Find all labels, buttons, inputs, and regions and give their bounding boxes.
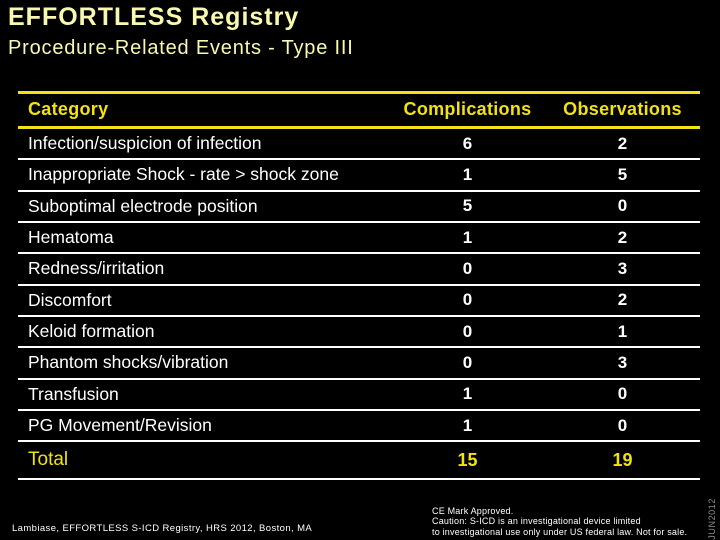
table-row: Infection/suspicion of infection 6 2 — [18, 128, 700, 160]
document-code: CRM-88604-AA JUN2012 — [707, 498, 717, 540]
category-cell: Discomfort — [28, 289, 112, 310]
events-table: Category Complications Observations Infe… — [18, 91, 700, 480]
slide-title: EFFORTLESS Registry — [8, 3, 300, 31]
category-cell: Phantom shocks/vibration — [28, 352, 229, 373]
complications-cell: 1 — [462, 415, 473, 435]
observations-cell: 3 — [617, 353, 628, 373]
category-cell: Keloid formation — [28, 321, 155, 342]
complications-cell: 0 — [462, 353, 473, 373]
events-table-body: Infection/suspicion of infection 6 2 Inappr… — [18, 128, 700, 479]
category-cell: Suboptimal electrode position — [28, 195, 258, 216]
table-row: Transfusion 1 0 — [18, 379, 700, 411]
complications-cell: 1 — [462, 384, 473, 404]
column-header-complications: Complications — [403, 99, 532, 119]
category-cell: Transfusion — [28, 383, 119, 404]
column-header-category: Category — [28, 99, 109, 119]
table-row: Discomfort 0 2 — [18, 285, 700, 317]
table-header-row: Category Complications Observations — [18, 92, 700, 128]
observations-cell: 3 — [617, 259, 628, 279]
slide-subtitle: Procedure-Related Events - Type III — [8, 37, 354, 59]
category-cell: Infection/suspicion of infection — [28, 133, 262, 153]
complications-cell: 6 — [462, 133, 473, 153]
observations-cell: 0 — [617, 196, 628, 216]
citation-text: Lambiase, EFFORTLESS S-ICD Registry, HRS… — [12, 523, 313, 534]
table-row: Inappropriate Shock - rate > shock zone 1… — [18, 159, 700, 191]
table-total-row: Total 15 19 — [18, 441, 700, 479]
table-row: Phantom shocks/vibration 0 3 — [18, 347, 700, 379]
table-row: Hematoma 1 2 — [18, 222, 700, 254]
complications-cell: 1 — [462, 165, 473, 185]
column-header-observations: Observations — [563, 99, 682, 119]
category-cell: Redness/irritation — [28, 258, 165, 279]
complications-cell: 1 — [462, 227, 473, 247]
category-cell: Inappropriate Shock - rate > shock zone — [28, 164, 339, 185]
category-cell: PG Movement/Revision — [28, 415, 212, 436]
complications-cell: 0 — [462, 290, 473, 310]
table-row: PG Movement/Revision 1 0 — [18, 410, 700, 442]
observations-cell: 2 — [617, 227, 628, 247]
complications-cell: 0 — [462, 321, 473, 341]
observations-cell: 2 — [617, 290, 628, 310]
observations-cell: 19 — [612, 449, 633, 470]
observations-cell: 0 — [617, 384, 628, 404]
observations-cell: 1 — [617, 321, 628, 341]
category-cell: Total — [28, 449, 69, 471]
table-row: Keloid formation 0 1 — [18, 316, 700, 348]
complications-cell: 0 — [462, 259, 473, 279]
regulatory-line-2: Caution: S-ICD is an investigational dev… — [432, 516, 641, 526]
regulatory-line-1: CE Mark Approved. — [432, 505, 514, 516]
regulatory-text: CE Mark Approved. Caution: S-ICD is an i… — [432, 506, 687, 538]
complications-cell: 15 — [457, 449, 478, 470]
category-cell: Hematoma — [28, 227, 114, 248]
observations-cell: 0 — [617, 415, 628, 435]
table-row: Suboptimal electrode position 5 0 — [18, 191, 700, 223]
complications-cell: 5 — [462, 196, 473, 216]
observations-cell: 5 — [617, 165, 628, 185]
observations-cell: 2 — [617, 133, 628, 153]
table-row: Redness/irritation 0 3 — [18, 253, 700, 285]
regulatory-line-3: to investigational use only under US fed… — [432, 526, 688, 537]
